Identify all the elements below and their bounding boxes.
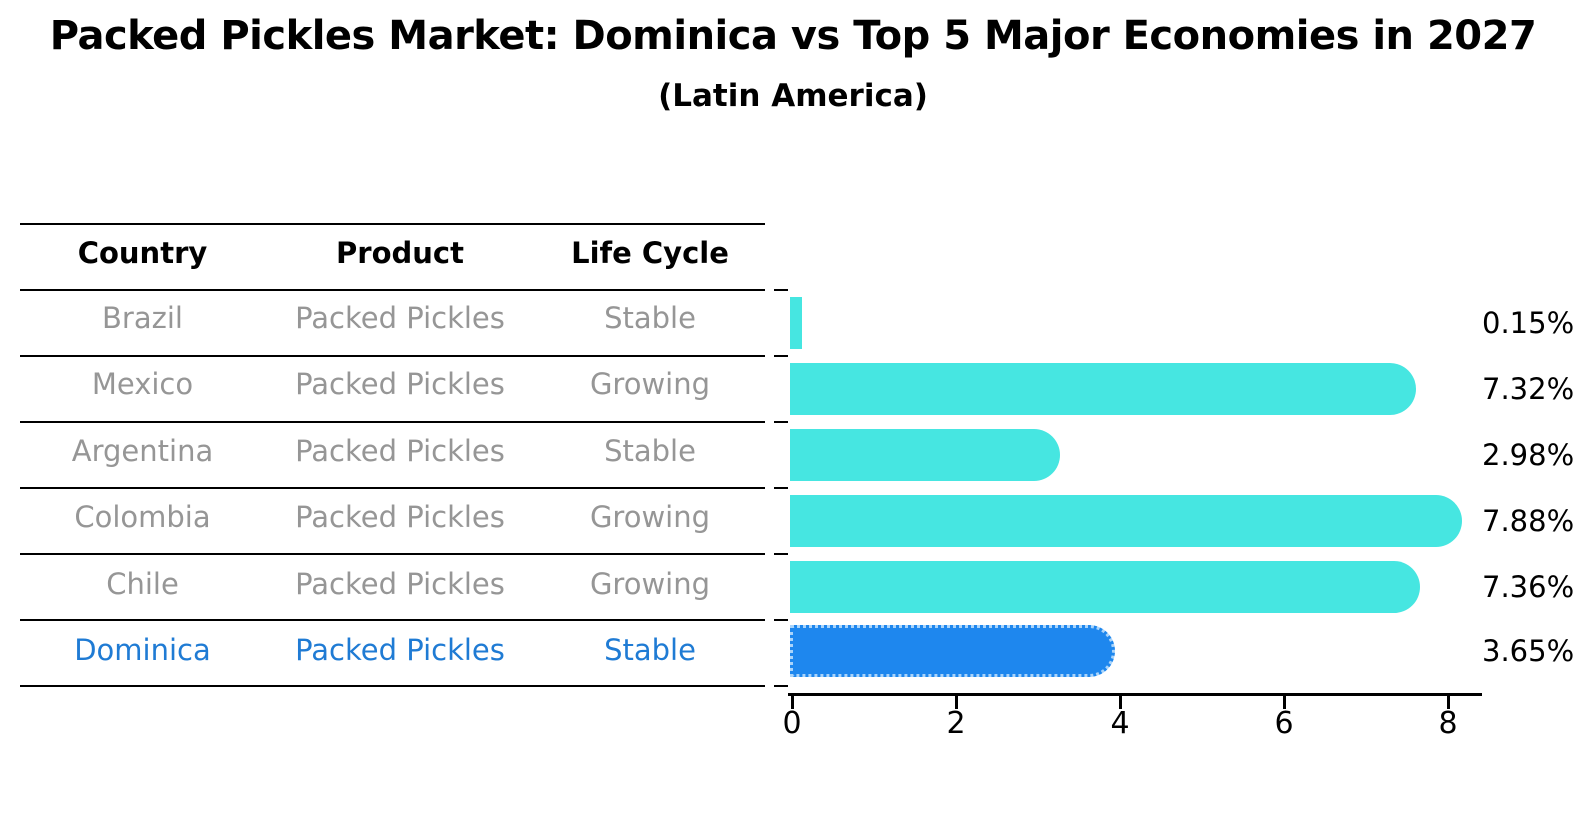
table-rule-line <box>20 685 765 687</box>
table-cell-lifecycle: Stable <box>604 434 696 468</box>
x-axis-tick-label: 4 <box>1110 706 1130 741</box>
table-cell-lifecycle: Growing <box>589 367 711 401</box>
bar-colombia <box>790 495 1463 547</box>
table-rule-line <box>20 421 765 423</box>
bar-mexico <box>790 363 1417 415</box>
x-axis-line <box>788 693 1482 696</box>
bar-value-label: 7.88% <box>1482 504 1575 538</box>
table-rule-line <box>20 487 765 489</box>
x-axis-tick <box>1447 696 1450 709</box>
table-row: Colombia Packed Pickles Growing <box>20 498 765 536</box>
chart-subtitle: (Latin America) <box>658 78 928 114</box>
bar-value-label: 7.36% <box>1482 570 1575 604</box>
y-axis-tick <box>774 553 788 555</box>
bar-chile <box>790 561 1420 613</box>
table-row: Chile Packed Pickles Growing <box>20 565 765 603</box>
bar-argentina <box>790 429 1061 481</box>
table-row: Argentina Packed Pickles Stable <box>20 432 765 470</box>
table-cell-lifecycle: Growing <box>589 500 711 534</box>
table-cell-country: Argentina <box>71 434 214 468</box>
y-axis-tick <box>774 685 788 687</box>
table-cell-product: Packed Pickles <box>295 434 505 468</box>
y-axis-tick <box>774 289 788 291</box>
bar-value-label: 7.32% <box>1482 372 1575 406</box>
x-axis-tick <box>1119 696 1122 709</box>
bar-value-label: 3.65% <box>1482 634 1575 668</box>
x-axis-tick-label: 8 <box>1438 706 1458 741</box>
table-header-country: Country <box>77 236 208 270</box>
table-cell-country: Dominica <box>74 633 211 667</box>
y-axis-tick <box>774 487 788 489</box>
table-rule-line <box>20 553 765 555</box>
x-axis-tick-label: 0 <box>782 706 802 741</box>
table-row: Brazil Packed Pickles Stable <box>20 299 765 337</box>
table-cell-lifecycle: Stable <box>604 301 696 335</box>
bar-highlighted-dominica <box>790 625 1116 677</box>
x-axis-tick <box>955 696 958 709</box>
table-rule-line <box>20 289 765 291</box>
table-header-product: Product <box>336 236 464 270</box>
chart-title: Packed Pickles Market: Dominica vs Top 5… <box>49 13 1537 59</box>
table-rule-line <box>20 355 765 357</box>
table-rule-line <box>20 223 765 225</box>
y-axis-tick <box>774 421 788 423</box>
table-cell-lifecycle: Growing <box>589 567 711 601</box>
table-cell-country: Colombia <box>74 500 211 534</box>
table-cell-country: Mexico <box>91 367 194 401</box>
bar-brazil <box>790 297 803 349</box>
table-cell-product: Packed Pickles <box>295 367 505 401</box>
table-cell-product: Packed Pickles <box>295 633 505 667</box>
x-axis-tick-label: 6 <box>1274 706 1294 741</box>
table-rule-line <box>20 619 765 621</box>
bar-value-label: 0.15% <box>1482 306 1575 340</box>
table-row: Mexico Packed Pickles Growing <box>20 365 765 403</box>
table-row-highlighted: Dominica Packed Pickles Stable <box>20 631 765 669</box>
table-cell-country: Brazil <box>102 301 183 335</box>
table-cell-product: Packed Pickles <box>295 567 505 601</box>
table-cell-product: Packed Pickles <box>295 301 505 335</box>
x-axis-tick-label: 2 <box>946 706 966 741</box>
table-cell-product: Packed Pickles <box>295 500 505 534</box>
table-header-row: Country Product Life Cycle <box>20 234 765 272</box>
x-axis-tick <box>791 696 794 709</box>
y-axis-tick <box>774 619 788 621</box>
x-axis-tick <box>1283 696 1286 709</box>
table-cell-lifecycle: Stable <box>604 633 696 667</box>
y-axis-tick <box>774 355 788 357</box>
table-cell-country: Chile <box>106 567 179 601</box>
bar-value-label: 2.98% <box>1482 438 1575 472</box>
table-header-lifecycle: Life Cycle <box>571 236 729 270</box>
